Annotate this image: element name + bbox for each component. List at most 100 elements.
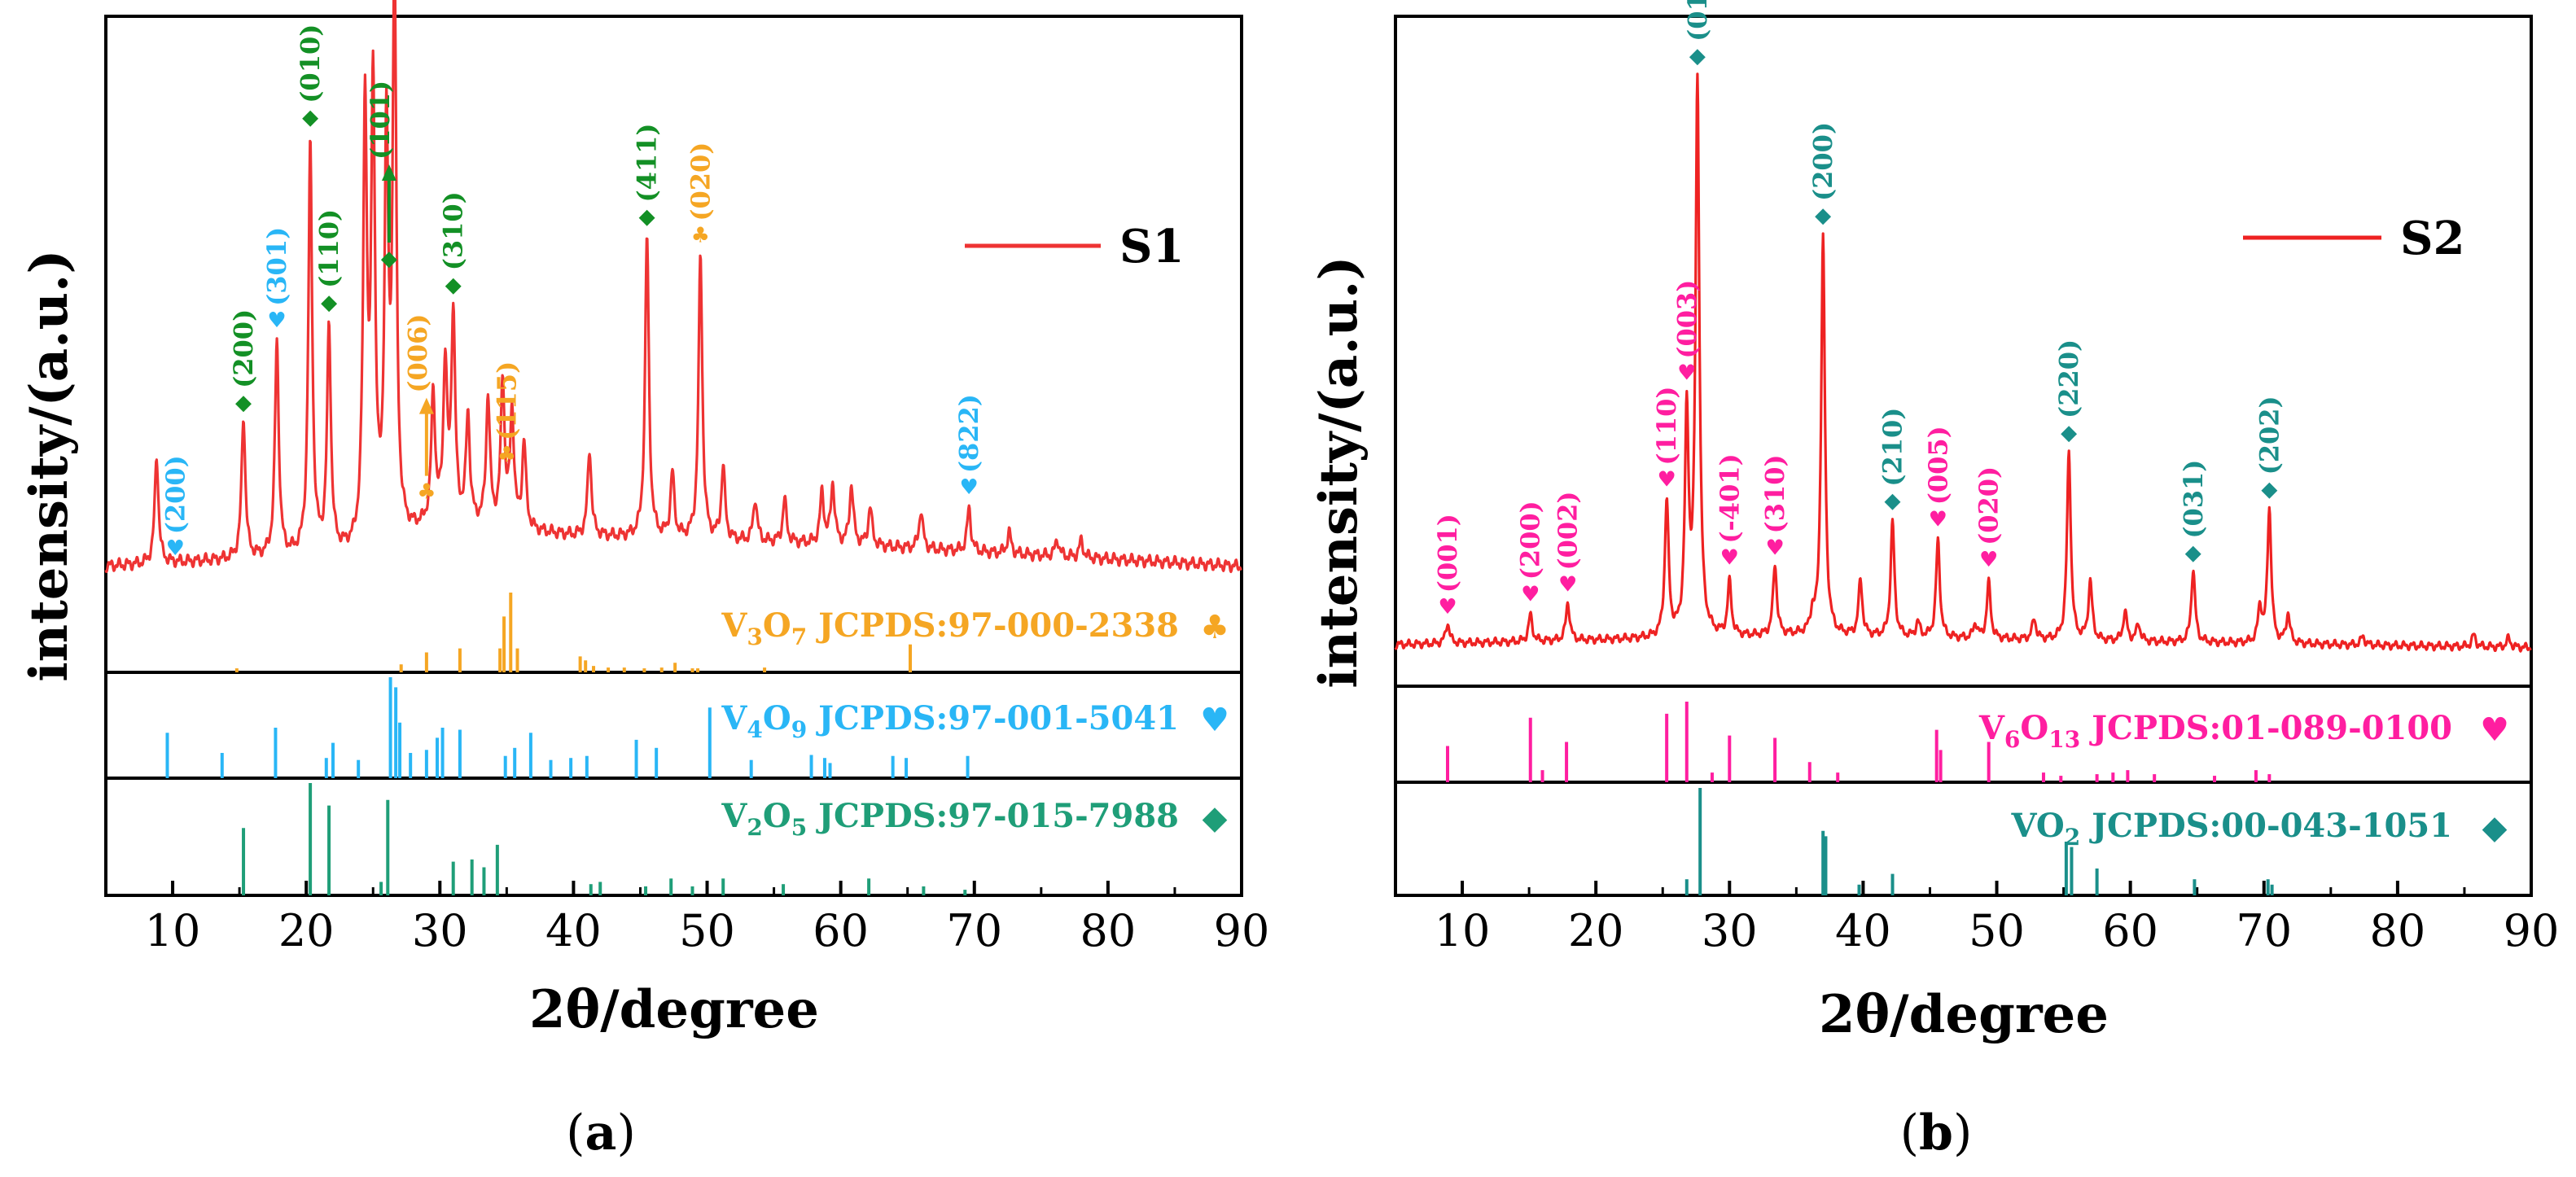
legend-s2-label: S2 <box>2400 212 2464 265</box>
peak-miller-index: (031) <box>2178 460 2209 539</box>
peak-label: ◆ (101) <box>365 81 397 271</box>
peak-marker: ♥ <box>1438 595 1457 619</box>
peak-marker: ◆ <box>2061 421 2077 445</box>
x-tick-label: 40 <box>545 905 602 956</box>
panel-b-dividers <box>1395 685 2531 784</box>
peak-miller-index: (310) <box>1759 454 1790 533</box>
peak-miller-index: (301) <box>261 227 292 306</box>
peak-miller-index: (822) <box>953 394 984 473</box>
panel-b-frame <box>1394 15 2533 897</box>
peak-marker: ◆ <box>381 247 397 271</box>
peak-marker: ♥ <box>1558 573 1577 597</box>
peak-marker: ◆ <box>321 291 337 315</box>
heart-icon: ♥ <box>2480 711 2509 749</box>
peak-label: ◆ (110) <box>313 209 344 315</box>
peak-label: ♥ (110) <box>1651 386 1682 492</box>
panel-a-reference-v3o7 <box>234 593 912 672</box>
ref-v3o7-jcpds: JCPDS:97-000-2338 <box>816 606 1179 645</box>
x-tick-label: 30 <box>412 905 468 956</box>
peak-marker: ♥ <box>1720 546 1739 571</box>
x-tick-label: 90 <box>1214 905 1270 956</box>
x-tick-label: 80 <box>2370 905 2426 956</box>
legend-s1-label: S1 <box>1119 220 1184 273</box>
peak-miller-index: (411) <box>632 123 663 202</box>
peak-miller-index: (220) <box>2053 339 2084 418</box>
panel-b-caption: (b) <box>1900 1105 1973 1162</box>
ref-v3o7-label: V3O7 JCPDS:97-000-2338 <box>721 606 1179 650</box>
panel-b: 10 20 30 40 50 60 70 80 90 ♥(001)♥(200)♥(002)♥(1… <box>1308 0 2559 1162</box>
peak-marker: ♥ <box>1979 548 1998 572</box>
peak-miller-index: (001) <box>1432 514 1463 593</box>
peak-label: ◆(202) <box>2254 396 2285 501</box>
heart-icon: ♥ <box>1200 701 1229 739</box>
peak-miller-index: (115) <box>491 361 522 440</box>
peak-marker: ◆ <box>445 273 462 297</box>
panel-a-ylabel: intensity/(a.u.) <box>19 249 80 681</box>
peak-miller-index: (003) <box>1671 280 1702 359</box>
x-tick-label: 90 <box>2504 905 2560 956</box>
panel-a-caption: (a) <box>566 1105 636 1162</box>
peak-miller-index: (005) <box>1922 426 1953 505</box>
peak-miller-index: (310) <box>438 191 469 270</box>
x-tick-label: 70 <box>946 905 1002 956</box>
x-tick-label: 10 <box>145 905 201 956</box>
arrow-head-icon <box>418 397 434 414</box>
peak-miller-index: (010) <box>1682 0 1713 42</box>
peak-miller-index: (006) <box>402 313 433 392</box>
peak-label: ♥(001) <box>1432 514 1463 619</box>
peak-label: ♥(005) <box>1922 426 1953 532</box>
peak-label: ♥ (-401) <box>1714 453 1745 570</box>
peak-marker: ♣ <box>691 224 710 248</box>
peak-miller-index: (020) <box>685 142 716 221</box>
panel-a: 10 20 30 40 50 60 70 80 90 ♥(200)◆(200) ♥(301)◆(0… <box>19 0 1269 1162</box>
peak-marker: ♥ <box>166 536 185 561</box>
ref-v4o9-label: V4O9 JCPDS:97-001-5041 <box>721 699 1179 743</box>
peak-marker: ◆ <box>639 205 655 230</box>
panel-a-reference-v4o9 <box>165 677 970 778</box>
peak-label: ♣ (115) <box>491 361 522 467</box>
x-tick-label: 20 <box>1568 905 1624 956</box>
peak-label: ◆ (220) <box>2053 339 2084 445</box>
ref-v6o13-jcpds: JCPDS:01-089-0100 <box>2089 709 2452 747</box>
peak-label: ♥(301) <box>261 227 292 333</box>
peak-miller-index: (110) <box>1651 386 1682 465</box>
club-icon: ♣ <box>1200 608 1229 646</box>
peak-miller-index: (200) <box>160 455 191 534</box>
peak-label: ♥ (002) <box>1553 491 1584 597</box>
peak-label: ◆(010) <box>1682 0 1713 68</box>
panel-b-xlabel: 2θ/degree <box>1819 984 2109 1045</box>
x-tick-label: 20 <box>278 905 335 956</box>
peak-label: ◆(200) <box>1807 122 1838 228</box>
peak-marker: ♥ <box>960 475 979 500</box>
peak-marker: ♣ <box>417 480 436 505</box>
peak-marker: ♥ <box>1658 468 1676 492</box>
panel-b-x-ticks: 10 20 30 40 50 60 70 80 90 <box>1394 881 2560 956</box>
peak-label: ♣ (020) <box>685 142 716 248</box>
peak-label: ♥(200) <box>1515 501 1546 606</box>
panel-b-reference-v6o13 <box>1446 702 2272 782</box>
panel-a-peak-labels: ♥(200)◆(200)♥(301)◆(010)◆(110)◆(101)♥(01… <box>160 24 984 562</box>
peak-miller-index: (200) <box>1515 501 1546 580</box>
diamond-icon: ◆ <box>1203 799 1228 837</box>
peak-miller-index: (020) <box>1974 466 2004 545</box>
peak-label: ♥(003) <box>1671 280 1702 386</box>
panel-b-peak-labels: ♥(001)♥(200)♥(002)♥(110)♥(003)◆(010)♥(-4… <box>1432 0 2285 619</box>
x-tick-label: 40 <box>1835 905 1891 956</box>
panel-a-frame <box>104 15 1243 897</box>
peak-miller-index: (010) <box>295 24 326 103</box>
panel-a-x-ticks: 10 20 30 40 50 60 70 80 90 <box>104 881 1270 956</box>
peak-label: ♥ (310) <box>1759 454 1790 560</box>
x-tick-label: 50 <box>1969 905 2025 956</box>
ref-v2o5-jcpds: JCPDS:97-015-7988 <box>816 797 1179 835</box>
peak-marker: ♥ <box>267 308 286 333</box>
peak-miller-index: (200) <box>228 309 259 388</box>
panel-a-xlabel: 2θ/degree <box>529 979 819 1040</box>
x-tick-label: 50 <box>679 905 735 956</box>
peak-marker: ◆ <box>1815 203 1831 228</box>
peak-marker: ♥ <box>1521 582 1540 606</box>
peak-miller-index: (210) <box>1877 408 1908 487</box>
peak-marker: ◆ <box>1885 489 1901 514</box>
peak-miller-index: (110) <box>313 209 344 288</box>
peak-label: ♣ (006) <box>402 313 436 504</box>
peak-label: ◆(200) <box>228 309 259 415</box>
